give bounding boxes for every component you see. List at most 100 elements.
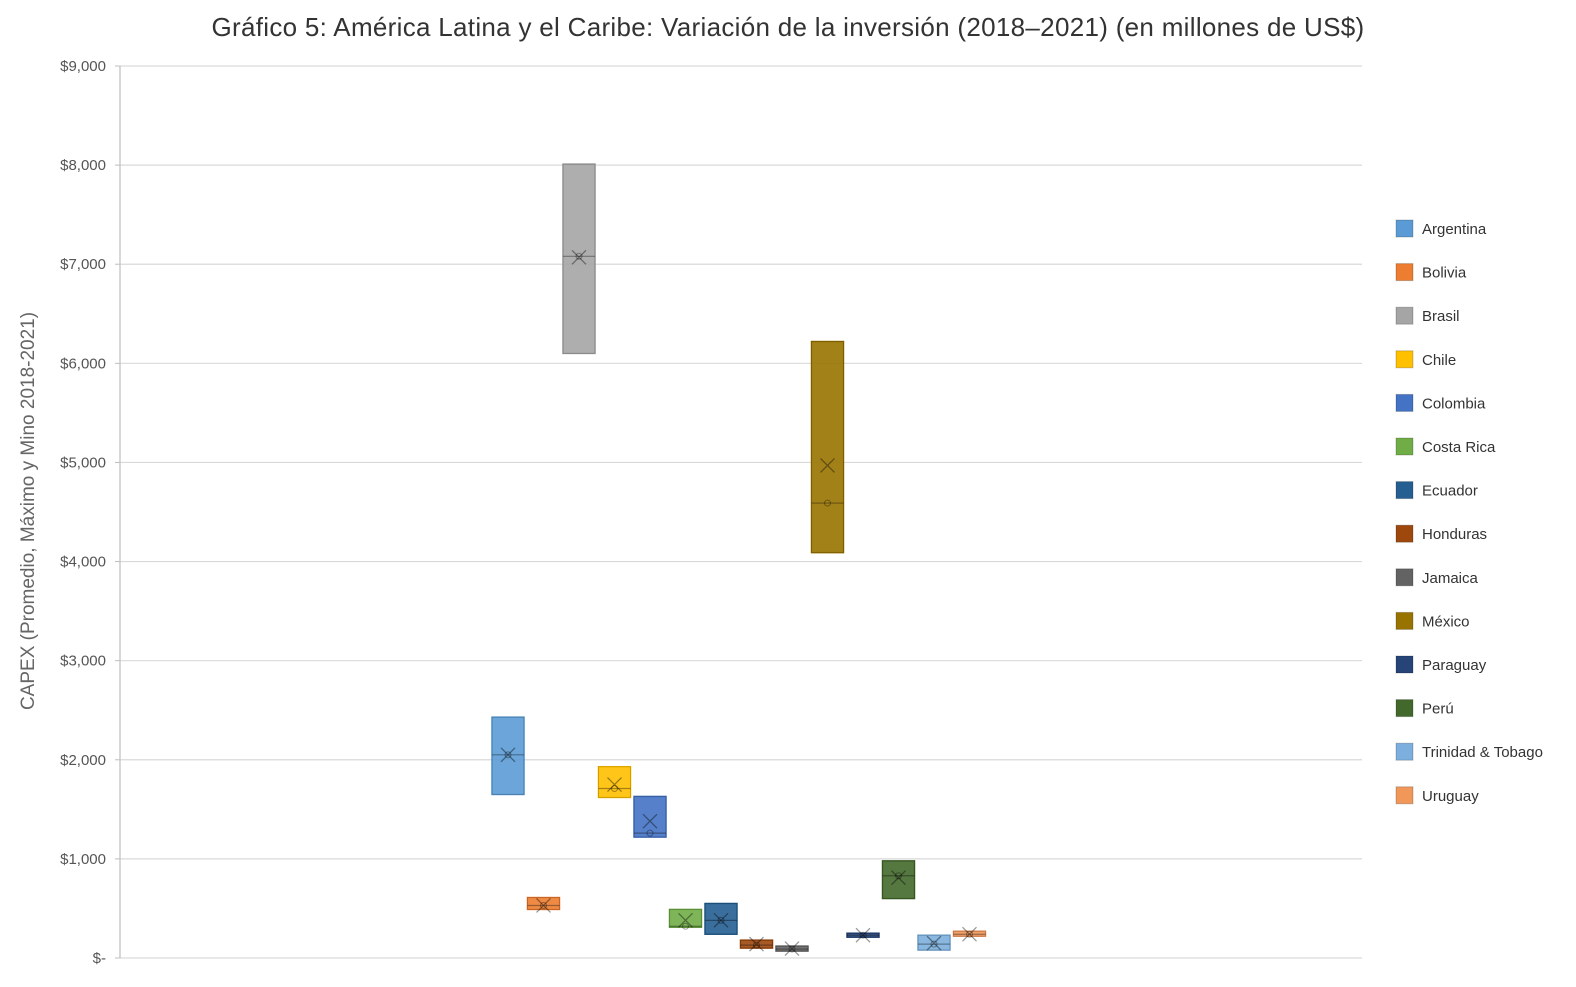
box-outline	[704, 902, 738, 935]
gridlines	[120, 65, 1362, 959]
mean-marker	[678, 912, 693, 928]
box-body	[526, 896, 561, 911]
legend-item: Costa Rica	[1395, 437, 1496, 456]
box-body	[952, 930, 987, 937]
y-tick-label: $3,000	[60, 653, 106, 670]
legend-swatch	[1395, 481, 1414, 500]
y-tick-label: $9,000	[60, 58, 106, 75]
y-axis-ticks: $- $1,000 $2,000 $3,000 $4,000 $5,000 $6,000 $7…	[60, 58, 121, 967]
legend-item: Ecuador	[1395, 481, 1478, 500]
legend-label: Perú	[1422, 701, 1454, 718]
box-body	[704, 902, 738, 935]
legend-item: Perú	[1395, 699, 1454, 718]
box-honduras	[739, 936, 774, 952]
legend-item: Trinidad & Tobago	[1395, 742, 1543, 761]
legend-item: Bolivia	[1395, 263, 1467, 282]
legend-swatch	[1395, 219, 1414, 238]
box-outline	[562, 163, 596, 354]
legend-item: Brasil	[1395, 306, 1460, 325]
box-body	[917, 934, 951, 951]
legend-label: Paraguay	[1422, 657, 1487, 674]
legend-item: México	[1395, 611, 1470, 630]
median-marker	[895, 872, 902, 880]
median-marker	[575, 252, 583, 260]
y-tick-label: $7,000	[60, 256, 106, 273]
box-body	[668, 908, 703, 929]
box-body	[739, 939, 774, 949]
legend: Argentina Bolivia Brasil Chile Colombia Costa…	[1395, 219, 1543, 805]
box-costa-rica	[668, 908, 703, 930]
median-marker	[646, 829, 654, 837]
box-bolivia	[526, 896, 561, 913]
plot-area	[491, 163, 987, 957]
legend-item: Paraguay	[1395, 655, 1487, 674]
legend-item: Chile	[1395, 350, 1456, 369]
mean-marker	[642, 813, 658, 829]
box-body	[562, 163, 596, 355]
mean-marker	[891, 870, 906, 886]
box-uruguay	[952, 926, 987, 942]
box-outline	[953, 930, 986, 937]
mean-marker	[500, 747, 516, 763]
y-tick-label: $4,000	[60, 554, 106, 571]
box-body	[491, 716, 525, 796]
y-tick-label: $-	[93, 950, 106, 967]
median-marker	[788, 945, 796, 953]
median-marker	[717, 916, 725, 924]
legend-item: Uruguay	[1395, 786, 1479, 805]
y-tick-label: $6,000	[60, 355, 106, 372]
legend-label: Ecuador	[1422, 483, 1478, 500]
legend-swatch	[1395, 393, 1414, 412]
mean-marker	[571, 249, 587, 265]
box-outline	[669, 908, 702, 928]
median-marker	[930, 940, 938, 948]
box-body	[633, 795, 667, 838]
legend-label: México	[1422, 613, 1470, 630]
mean-marker	[855, 927, 871, 943]
box-body	[597, 765, 632, 799]
box-trinidad-tobago	[917, 934, 951, 951]
legend-label: Brasil	[1422, 308, 1460, 325]
y-tick-label: $1,000	[60, 851, 106, 868]
legend-swatch	[1395, 699, 1414, 718]
legend-item: Colombia	[1395, 393, 1486, 412]
box-colombia	[633, 795, 667, 838]
median-marker	[504, 751, 512, 759]
median-marker	[859, 931, 867, 939]
legend-swatch	[1395, 263, 1414, 282]
box-body	[881, 860, 916, 900]
box-outline	[527, 897, 560, 910]
legend-label: Costa Rica	[1422, 439, 1496, 456]
legend-swatch	[1395, 350, 1414, 369]
legend-label: Trinidad & Tobago	[1422, 744, 1543, 761]
box-brasil	[562, 163, 596, 355]
box-body	[846, 932, 880, 938]
legend-swatch	[1395, 524, 1414, 543]
mean-marker	[926, 935, 942, 951]
mean-marker	[713, 912, 729, 928]
y-tick-label: $2,000	[60, 752, 106, 769]
box-outline	[846, 932, 880, 938]
box-argentina	[491, 716, 525, 796]
median-marker	[824, 499, 831, 507]
box-per-	[881, 860, 916, 900]
legend-label: Bolivia	[1422, 265, 1467, 282]
chart-title: Gráfico 5: América Latina y el Caribe: V…	[211, 12, 1365, 42]
box-m-xico	[810, 340, 845, 554]
box-outline	[811, 341, 844, 554]
box-body	[810, 340, 845, 554]
legend-item: Honduras	[1395, 524, 1487, 543]
legend-swatch	[1395, 611, 1414, 630]
median-marker	[611, 785, 618, 793]
box-body	[775, 945, 809, 952]
mean-marker	[749, 936, 764, 952]
mean-marker	[784, 941, 800, 957]
mean-marker	[820, 457, 835, 473]
legend-swatch	[1395, 655, 1414, 674]
box-ecuador	[704, 902, 738, 935]
mean-marker	[607, 777, 622, 793]
box-jamaica	[775, 941, 809, 957]
legend-swatch	[1395, 786, 1414, 805]
median-marker	[753, 941, 760, 949]
